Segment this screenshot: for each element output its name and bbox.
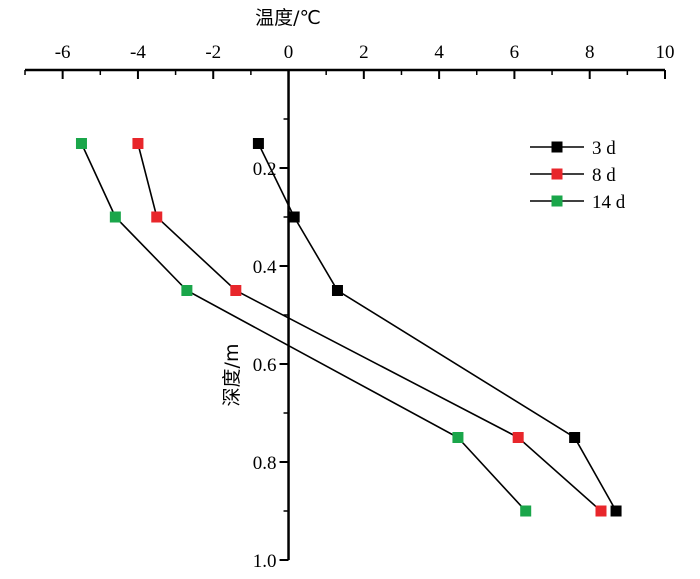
- axes: -6 -4 -2 0 2 4 6 8 10 0.2 0.4 0.6 0.8 1.0: [24, 42, 675, 572]
- data-point: [252, 138, 264, 149]
- legend-marker: [551, 195, 563, 207]
- data-point: [520, 505, 532, 517]
- data-point: [230, 285, 242, 296]
- legend-marker: [551, 168, 563, 180]
- x-tick-label: -2: [205, 42, 221, 63]
- x-tick-label: -4: [130, 42, 146, 63]
- series-line: [137, 143, 602, 512]
- data-point: [569, 432, 581, 443]
- x-tick-label: 8: [585, 42, 595, 63]
- data-point: [331, 285, 343, 296]
- series-layer: [75, 138, 622, 517]
- data-point: [288, 211, 300, 223]
- legend-item: 8 d: [530, 165, 616, 186]
- data-point: [132, 138, 144, 149]
- y-tick-label: 0.8: [253, 453, 277, 474]
- data-point: [595, 505, 607, 517]
- series-0: [252, 138, 622, 517]
- x-tick-label: 2: [359, 42, 369, 63]
- data-point: [452, 432, 464, 443]
- legend-label: 3 d: [592, 138, 616, 159]
- x-tick-label: 10: [656, 42, 675, 63]
- data-point: [151, 211, 163, 223]
- data-point: [75, 138, 87, 149]
- series-1: [132, 138, 607, 517]
- y-tick-label: 0.2: [253, 159, 277, 180]
- data-point: [109, 211, 121, 223]
- y-tick-label: 0.4: [253, 257, 277, 278]
- x-tick-label: 0: [284, 42, 294, 63]
- x-tick-label: 6: [510, 42, 520, 63]
- series-2: [75, 138, 532, 517]
- y-axis-title: 深度/m: [221, 344, 243, 407]
- data-point: [610, 505, 622, 517]
- y-tick-label: 1.0: [253, 551, 277, 572]
- legend-marker: [551, 141, 563, 153]
- x-tick-label: 4: [434, 42, 444, 63]
- legend: 3 d 8 d 14 d: [530, 138, 626, 213]
- x-tick-label: -6: [55, 42, 71, 63]
- data-point: [181, 285, 193, 296]
- legend-label: 8 d: [592, 165, 616, 186]
- x-axis-title: 温度/℃: [255, 7, 321, 29]
- y-tick-label: 0.6: [253, 355, 277, 376]
- series-line: [80, 143, 527, 512]
- legend-item: 3 d: [530, 138, 616, 159]
- legend-item: 14 d: [530, 192, 626, 213]
- data-point: [512, 432, 524, 443]
- legend-label: 14 d: [592, 192, 626, 213]
